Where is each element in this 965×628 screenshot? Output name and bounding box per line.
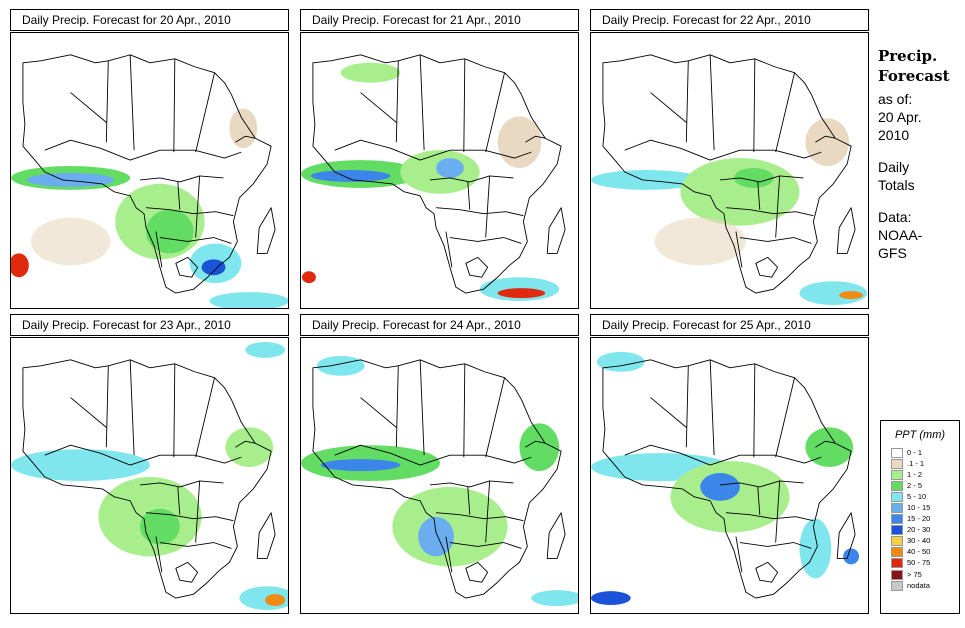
as-of-date-line2: 2010	[878, 127, 910, 143]
precip-map	[590, 337, 869, 614]
legend-swatch	[891, 491, 903, 502]
precip-map	[300, 32, 579, 309]
legend-label: 15 - 20	[907, 514, 931, 524]
data-source-line2: GFS	[878, 245, 907, 261]
legend-label: nodata	[907, 580, 930, 590]
legend-item: 50 - 75	[881, 558, 959, 569]
legend-swatch	[891, 569, 903, 580]
side-title-line1: Precip.	[878, 47, 938, 65]
legend-label: 20 - 30	[907, 525, 931, 535]
forecast-info: Precip. Forecast as of: 20 Apr. 2010 Dai…	[878, 46, 962, 262]
precip-map	[300, 337, 579, 614]
legend-label: 30 - 40	[907, 536, 931, 546]
legend-label: .1 - 1	[907, 458, 925, 468]
legend-swatch	[891, 525, 903, 536]
legend-label: > 75	[907, 569, 922, 579]
precip-map	[590, 32, 869, 309]
precip-fields	[591, 351, 860, 606]
precip-map	[10, 337, 289, 614]
legend-swatch	[891, 558, 903, 569]
legend-item: .1 - 1	[881, 458, 959, 469]
legend-item: 30 - 40	[881, 536, 959, 547]
legend-title: PPT (mm)	[894, 429, 946, 441]
legend-item: 1 - 2	[881, 469, 959, 480]
legend-item: 40 - 50	[881, 547, 959, 558]
panel-title: Daily Precip. Forecast for 24 Apr., 2010	[300, 314, 579, 336]
panel-title: Daily Precip. Forecast for 21 Apr., 2010	[300, 9, 579, 31]
legend-item: 5 - 10	[881, 491, 959, 502]
legend-item: 2 - 5	[881, 480, 959, 491]
data-label: Data:	[878, 209, 912, 225]
legend-item: nodata	[881, 580, 959, 591]
legend-item: 10 - 15	[881, 502, 959, 514]
as-of-label: as of:	[878, 91, 913, 107]
legend-swatch	[891, 469, 903, 480]
precip-fields	[591, 118, 868, 306]
panel-title: Daily Precip. Forecast for 25 Apr., 2010	[590, 314, 869, 336]
precip-fields	[301, 62, 560, 302]
side-title-line2: Forecast	[878, 67, 950, 85]
legend-label: 50 - 75	[907, 558, 931, 568]
legend-swatch	[891, 480, 903, 491]
legend-swatch	[891, 547, 903, 558]
data-source-line1: NOAA-	[878, 227, 923, 243]
precip-map	[10, 32, 289, 309]
legend-item: > 75	[881, 569, 959, 580]
legend-swatch	[891, 447, 903, 458]
legend-label: 5 - 10	[907, 491, 927, 501]
precip-fields	[11, 341, 288, 611]
panel-title: Daily Precip. Forecast for 20 Apr., 2010	[10, 9, 289, 31]
legend-label: 2 - 5	[907, 480, 923, 490]
precip-fields	[301, 355, 578, 607]
legend-swatch	[891, 580, 903, 591]
legend-label: 40 - 50	[907, 547, 931, 557]
legend-swatch	[891, 514, 903, 525]
legend-label: 0 - 1	[907, 447, 923, 457]
totals-line1: Daily	[878, 159, 910, 175]
legend-label: 1 - 2	[907, 469, 923, 479]
legend-item: 20 - 30	[881, 525, 959, 536]
panel-title: Daily Precip. Forecast for 23 Apr., 2010	[10, 314, 289, 336]
legend-swatch	[891, 503, 903, 514]
panel-title: Daily Precip. Forecast for 22 Apr., 2010	[590, 9, 869, 31]
legend-label: 10 - 15	[907, 503, 931, 513]
legend-item: 15 - 20	[881, 514, 959, 525]
legend-swatch	[891, 458, 903, 469]
as-of-date-line1: 20 Apr.	[878, 109, 922, 125]
legend-swatch	[891, 536, 903, 547]
totals-line2: Totals	[878, 177, 915, 193]
legend-item: 0 - 1	[881, 447, 959, 458]
